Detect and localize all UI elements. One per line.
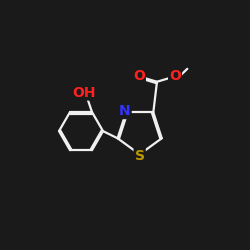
Text: OH: OH <box>72 86 96 100</box>
Text: O: O <box>133 70 145 84</box>
Text: S: S <box>135 148 145 162</box>
Text: N: N <box>119 104 130 118</box>
Text: O: O <box>169 70 181 84</box>
